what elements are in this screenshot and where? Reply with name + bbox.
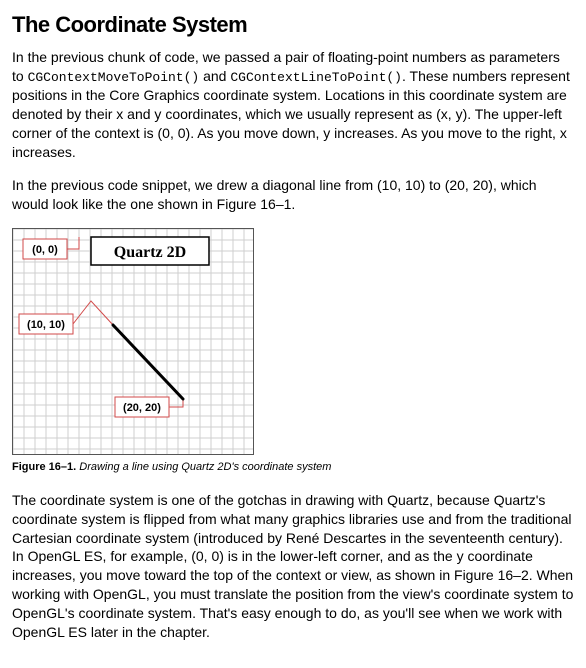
figure-caption: Figure 16–1. Drawing a line using Quartz…	[12, 461, 574, 473]
svg-text:(0, 0): (0, 0)	[32, 244, 58, 256]
caption-text: Drawing a line using Quartz 2D's coordin…	[76, 461, 331, 473]
p1-code-1: CGContextMoveToPoint()	[28, 70, 200, 85]
p1-code-2: CGContextLineToPoint()	[230, 70, 402, 85]
svg-text:(20, 20): (20, 20)	[123, 402, 161, 414]
figure-svg: (0, 0) (10, 10) (20, 20) Quartz 2D	[13, 229, 253, 454]
paragraph-1: In the previous chunk of code, we passed…	[12, 48, 574, 162]
paragraph-2: In the previous code snippet, we drew a …	[12, 176, 574, 214]
p1-text-2: and	[199, 68, 230, 84]
paragraph-3: The coordinate system is one of the gotc…	[12, 491, 574, 642]
figure-16-1: (0, 0) (10, 10) (20, 20) Quartz 2D	[12, 228, 254, 455]
caption-fignum: Figure 16–1.	[12, 461, 76, 473]
svg-text:(10, 10): (10, 10)	[27, 319, 65, 331]
svg-text:Quartz 2D: Quartz 2D	[114, 244, 186, 261]
section-heading: The Coordinate System	[12, 12, 574, 38]
